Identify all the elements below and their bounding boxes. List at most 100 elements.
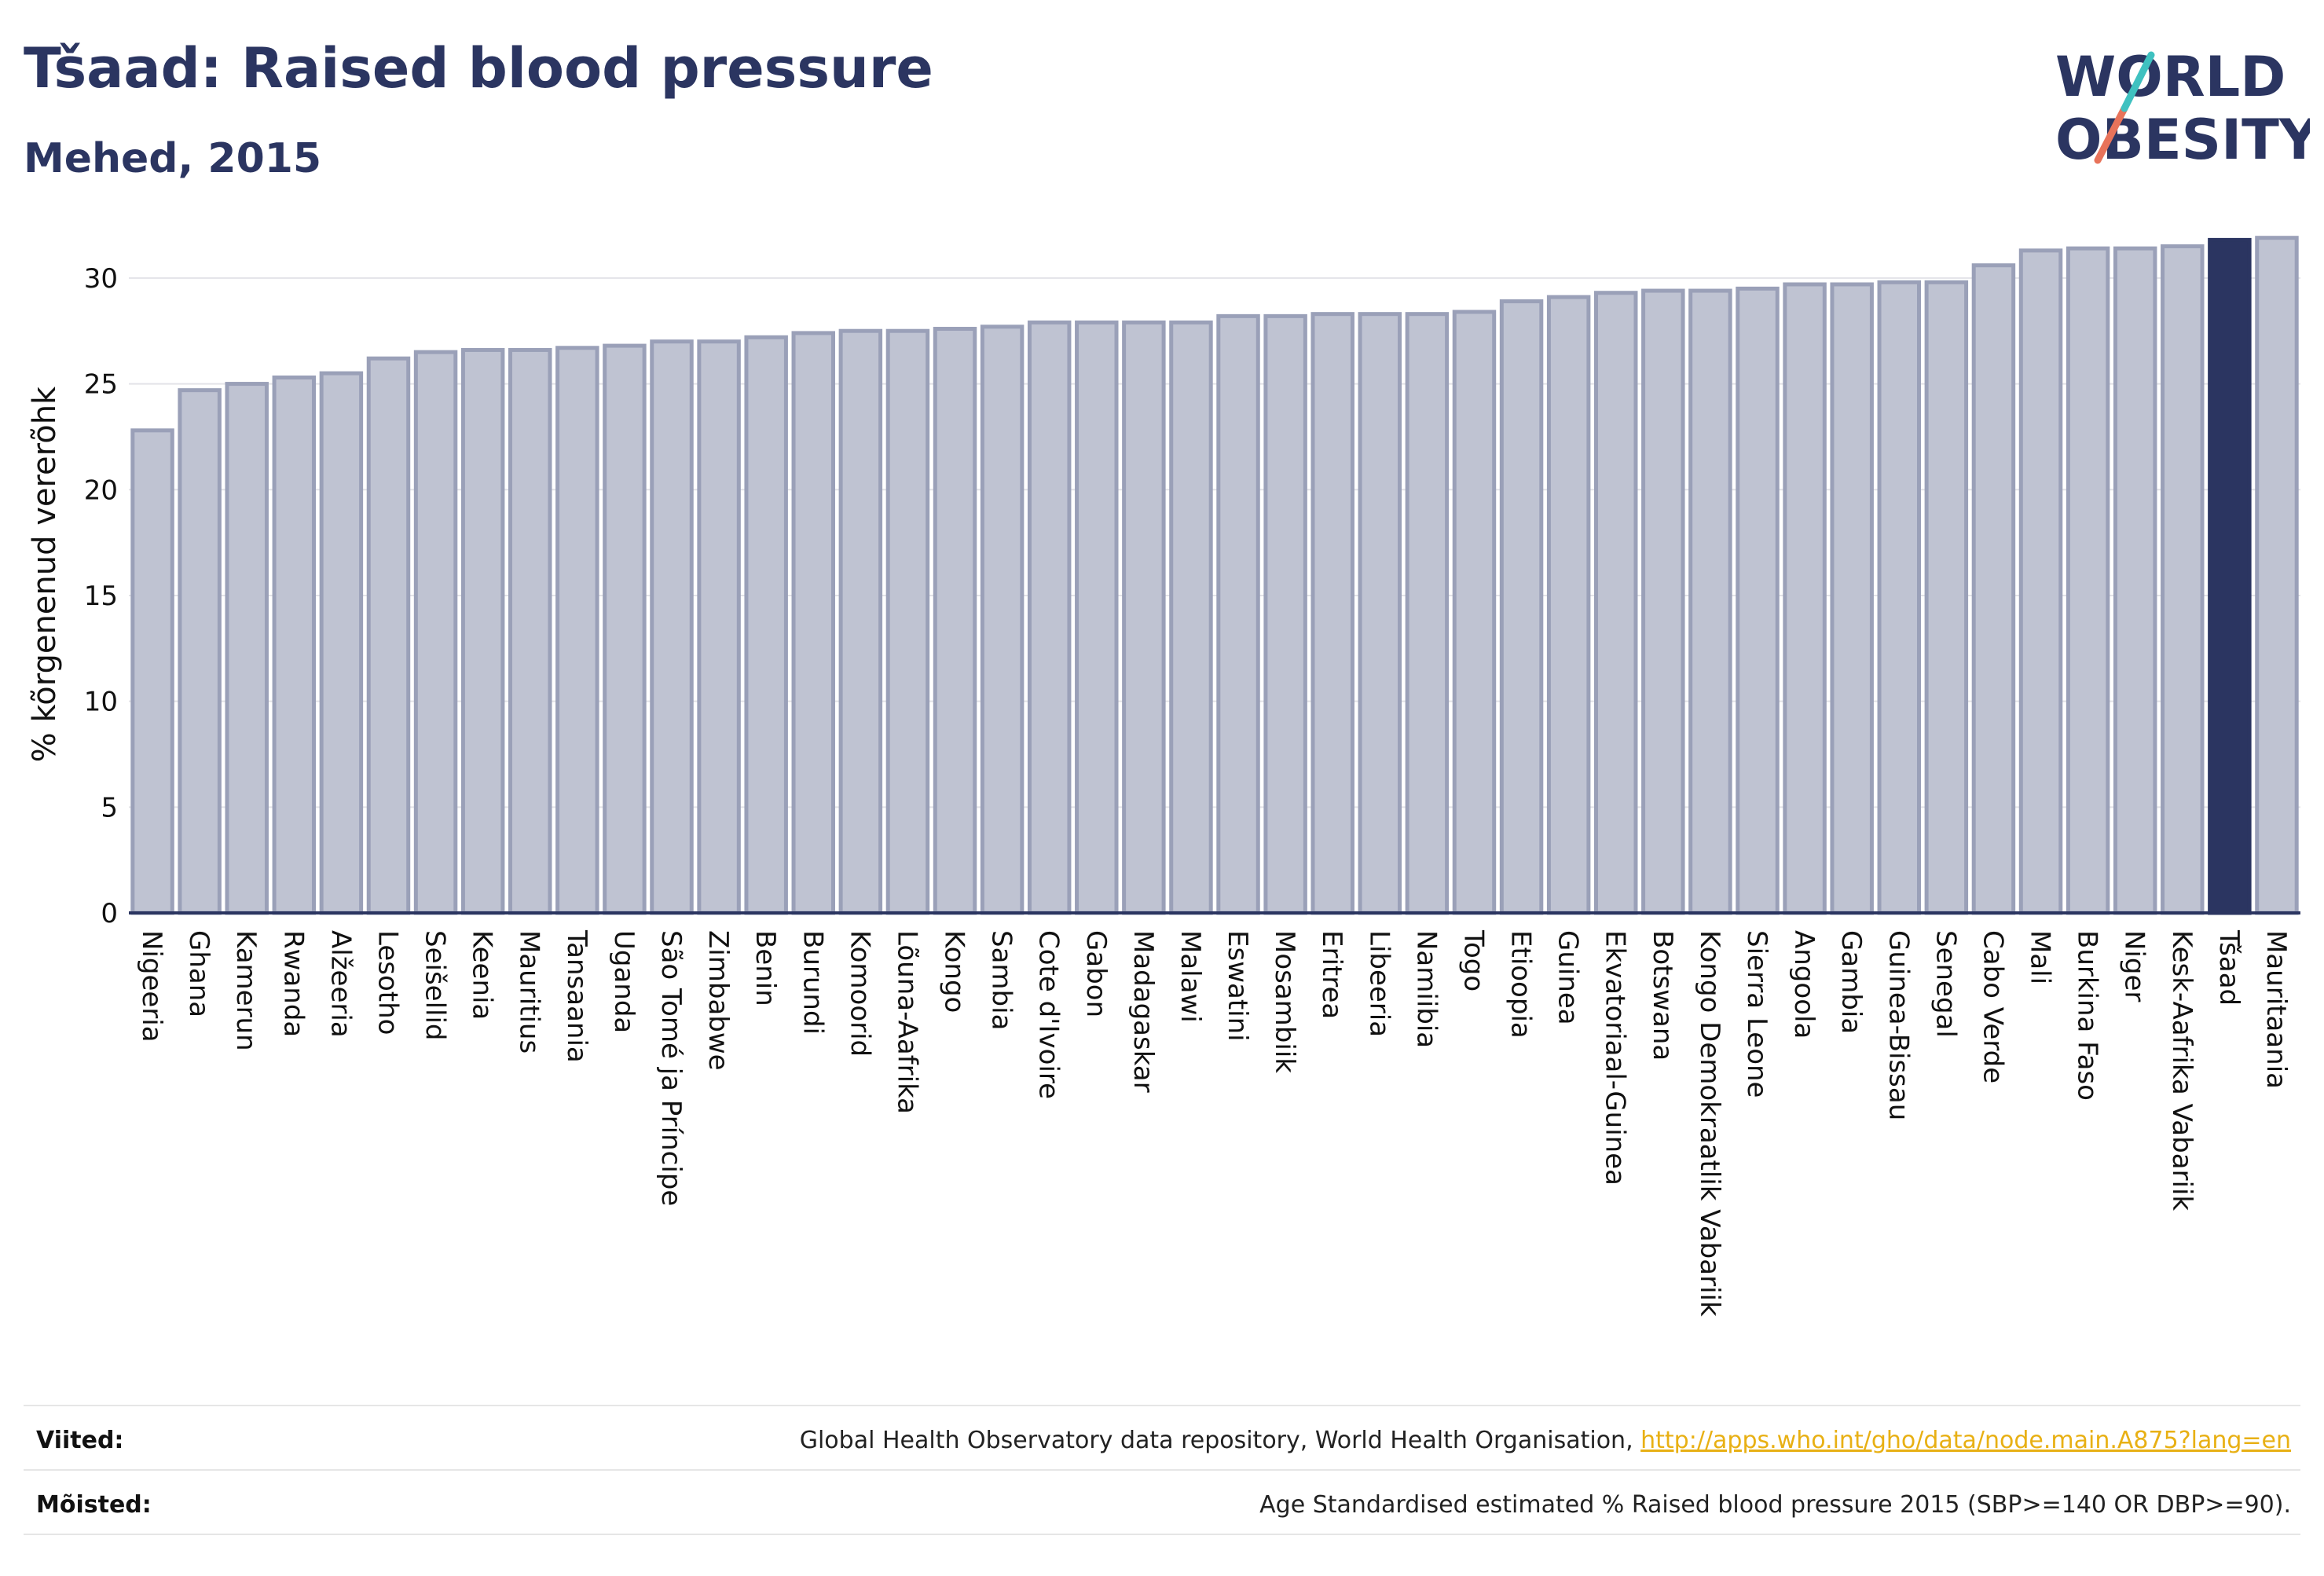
bar-14 (791, 331, 835, 915)
bar-18 (980, 324, 1025, 915)
definitions-label: Mõisted: (36, 1491, 152, 1519)
bar-34 (1736, 286, 1780, 915)
world-obesity-logo: WORLD OBESITY (2055, 45, 2310, 172)
bar-36 (1830, 282, 1874, 915)
x-tick-label-16: Lõuna-Aafrika (891, 930, 922, 1114)
bar-39 (1971, 263, 2016, 915)
logo-slash-upper (2121, 51, 2155, 112)
bar-45 (2255, 236, 2299, 915)
bar-17 (933, 327, 977, 915)
bar-3 (272, 375, 317, 915)
bar-29 (1499, 299, 1544, 915)
bar-19 (1027, 320, 1072, 915)
x-tick-label-40: Mali (2025, 930, 2056, 984)
x-tick-label-31: Ekvatoriaal-Guinea (1600, 930, 1631, 1186)
sources-label: Viited: (36, 1427, 124, 1454)
x-tick-label-45: Mauritaania (2260, 930, 2292, 1089)
bar-35 (1783, 282, 1827, 915)
x-tick-label-27: Namiibia (1410, 930, 1442, 1048)
x-tick-label-39: Cabo Verde (1977, 930, 2008, 1083)
bar-4 (319, 371, 364, 915)
x-tick-label-29: Etioopia (1505, 930, 1537, 1039)
x-tick-label-26: Libeeria (1363, 930, 1395, 1037)
x-tick-label-36: Gambia (1835, 930, 1867, 1034)
y-tick-label-10: 10 (84, 687, 118, 718)
x-tick-label-0: Nigeeria (136, 930, 167, 1043)
x-tick-label-43: Kesk-Aafrika Vabariik (2166, 930, 2198, 1211)
x-tick-label-4: Alžeeria (324, 930, 356, 1038)
bar-23 (1216, 313, 1260, 915)
footer-divider-bottom (24, 1534, 2300, 1535)
definitions-value: Age Standardised estimated % Raised bloo… (1259, 1491, 2291, 1519)
bar-5 (366, 356, 411, 915)
bar-12 (697, 339, 741, 915)
x-tick-label-22: Malawi (1175, 930, 1206, 1023)
bar-38 (1924, 280, 1969, 915)
x-tick-label-28: Togo (1457, 929, 1489, 991)
chart-title: Tšaad: Raised blood pressure (24, 36, 933, 101)
x-tick-label-35: Angoola (1788, 930, 1820, 1039)
bar-16 (885, 328, 930, 915)
bar-22 (1169, 320, 1213, 915)
x-tick-label-1: Ghana (183, 930, 214, 1017)
x-tick-label-44: Tšaad (2213, 929, 2245, 1006)
bar-20 (1075, 320, 1119, 915)
bar-1 (178, 388, 222, 915)
x-tick-label-20: Gabon (1080, 930, 1112, 1017)
y-tick-label-30: 30 (84, 263, 118, 295)
bar-26 (1358, 312, 1402, 915)
bar-6 (413, 350, 458, 915)
bar-21 (1122, 320, 1166, 915)
x-tick-label-41: Burkina Faso (2072, 930, 2103, 1101)
bar-7 (460, 347, 505, 915)
x-tick-label-3: Rwanda (277, 930, 309, 1037)
bar-8 (508, 347, 552, 915)
chart-subtitle: Mehed, 2015 (24, 135, 322, 182)
x-tick-label-13: Benin (750, 930, 781, 1006)
x-tick-label-19: Cote d'Ivoire (1033, 930, 1065, 1099)
bar-chart: 0 5 10 15 20 25 30 % kõrgenenud vererõhk Nigeeri… (27, 236, 2300, 1317)
x-tick-label-14: Burundi (797, 930, 828, 1035)
bar-31 (1594, 291, 1638, 915)
x-tick-label-30: Guinea (1552, 930, 1584, 1025)
x-tick-label-34: Sierra Leone (1741, 930, 1772, 1098)
bar-25 (1310, 312, 1354, 915)
bar-40 (2018, 248, 2063, 915)
x-tick-label-10: Uganda (608, 930, 640, 1033)
footer-divider-top (24, 1405, 2300, 1406)
bar-15 (838, 328, 883, 915)
x-tick-label-8: Mauritius (514, 930, 545, 1054)
x-tick-label-11: São Tomé ja Príncipe (655, 930, 687, 1206)
bar-41 (2066, 246, 2110, 915)
sources-link[interactable]: http://apps.who.int/gho/data/node.main.A… (1640, 1427, 2291, 1454)
bar-2 (225, 382, 269, 915)
x-tick-label-5: Lesotho (372, 930, 403, 1035)
logo-slash-lower (2094, 104, 2128, 164)
x-tick-label-18: Sambia (986, 930, 1017, 1030)
sources-text: Global Health Observatory data repositor… (799, 1427, 1641, 1454)
y-axis-label: % kõrgenenud vererõhk (27, 386, 63, 762)
bar-24 (1263, 313, 1307, 915)
y-tick-label-25: 25 (84, 369, 118, 401)
x-tick-label-42: Niger (2119, 930, 2150, 1002)
x-tick-label-32: Botswana (1647, 930, 1678, 1061)
sources-value: Global Health Observatory data repositor… (800, 1427, 2291, 1454)
x-tick-label-24: Mosambiik (1269, 930, 1300, 1073)
x-tick-label-9: Tansaania (561, 929, 592, 1063)
bar-28 (1452, 310, 1497, 915)
bar-10 (603, 343, 647, 915)
x-tick-label-23: Eswatini (1222, 930, 1253, 1042)
y-tick-label-20: 20 (84, 475, 118, 506)
logo-line-world: WORLD (2055, 45, 2286, 109)
x-tick-label-38: Senegal (1930, 930, 1961, 1038)
bar-32 (1641, 288, 1685, 915)
footer-divider-middle (24, 1469, 2300, 1471)
x-tick-label-2: Kamerun (230, 930, 262, 1051)
bar-27 (1405, 312, 1450, 915)
bar-44 (2208, 237, 2252, 915)
x-tick-label-7: Keenia (467, 930, 498, 1020)
y-tick-label-0: 0 (101, 898, 118, 929)
bar-30 (1546, 295, 1591, 915)
bar-37 (1877, 280, 1921, 915)
bar-42 (2113, 246, 2157, 915)
